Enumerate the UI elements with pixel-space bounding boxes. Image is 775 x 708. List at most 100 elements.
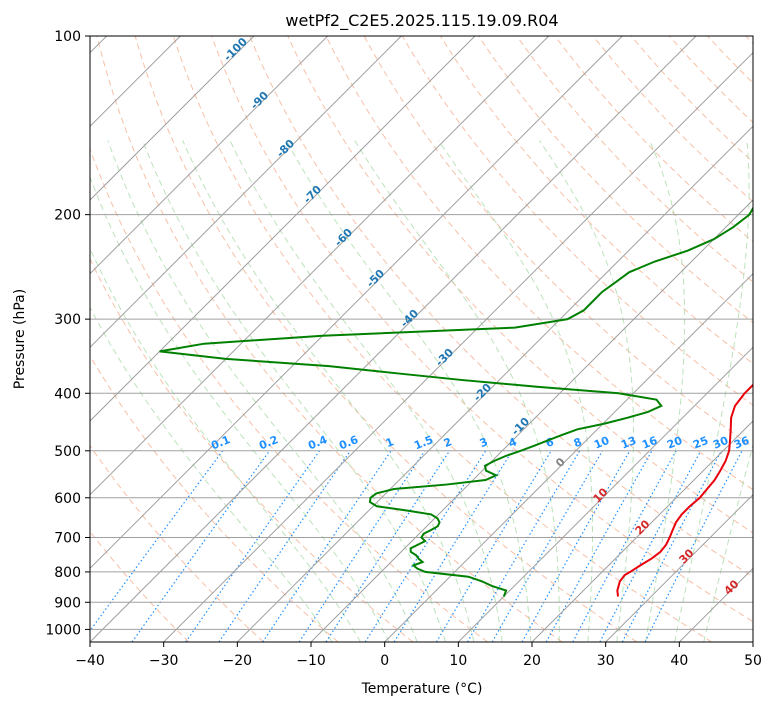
- x-tick-label: 20: [523, 653, 541, 669]
- x-axis-label: Temperature (°C): [361, 681, 483, 697]
- mixing-ratio-label: 0.1: [209, 433, 232, 452]
- mixing-ratio-label: 10: [592, 434, 611, 452]
- mixing-ratio-label: 2: [442, 435, 454, 450]
- dry-adiabat-line: [516, 36, 753, 283]
- moist-adiabat-line: [703, 442, 753, 642]
- mixing-ratio-label: 20: [665, 434, 684, 452]
- moist-adiabat-label: 20: [633, 517, 653, 537]
- isotherm-line: [90, 36, 476, 422]
- isotherm-line: [384, 272, 753, 642]
- x-tick-label: −20: [223, 653, 253, 669]
- moist-adiabat-label: 40: [722, 577, 742, 597]
- dry-adiabat-line: [90, 444, 264, 642]
- y-tick-label: 800: [54, 565, 81, 581]
- x-tick-label: 0: [380, 653, 389, 669]
- moist-adiabat-line: [645, 140, 686, 642]
- mixing-ratio-label: 8: [572, 435, 584, 450]
- moist-adiabat-line: [229, 140, 503, 642]
- x-axis-ticks: −40 −30 −20 −10 0 10 20 30 40 50: [75, 642, 762, 669]
- isotherm-line: [90, 36, 550, 496]
- mixing-ratio-line: [599, 450, 702, 642]
- mixing-ratio-line: [435, 450, 552, 642]
- moist-adiabat-label: 0: [553, 455, 568, 470]
- y-axis-label: Pressure (hPa): [12, 289, 28, 389]
- moist-adiabat-line: [90, 247, 361, 642]
- dry-adiabat-line: [325, 36, 753, 491]
- isotherm-line: [752, 641, 753, 642]
- mixing-ratio-line: [325, 450, 451, 642]
- dry-adiabat-label: -20: [471, 381, 494, 404]
- y-tick-label: 600: [54, 491, 81, 507]
- dry-adiabat-label: -50: [364, 267, 387, 290]
- isotherm-line: [90, 36, 329, 275]
- mixing-ratio-label: 0.2: [257, 433, 280, 452]
- mixing-ratio-line: [218, 450, 351, 642]
- mixing-ratio-label: 1.5: [412, 433, 435, 452]
- dewpoint-profile: [159, 206, 753, 597]
- y-axis-ticks: 100 200 300 400 500 600 700 800 900 1000: [45, 29, 90, 638]
- isotherm-line: [90, 36, 623, 570]
- x-tick-label: −30: [149, 653, 179, 669]
- dry-adiabat-line: [134, 36, 638, 642]
- dry-adiabat-line: [90, 354, 339, 642]
- background-lines: [90, 36, 753, 642]
- x-tick-label: 30: [597, 653, 615, 669]
- y-tick-label: 700: [54, 531, 81, 547]
- moist-adiabat-line: [285, 140, 532, 642]
- mixing-ratio-label: 36: [732, 434, 751, 452]
- x-tick-label: 50: [744, 653, 762, 669]
- mixing-ratio-line: [90, 450, 224, 632]
- x-tick-label: 40: [670, 653, 688, 669]
- moist-adiabat-line: [90, 175, 390, 642]
- dry-adiabat-label: -70: [301, 183, 324, 206]
- mixing-ratio-label: 13: [619, 434, 638, 452]
- mixing-ratio-label: 30: [711, 434, 730, 452]
- moist-adiabat-line: [142, 140, 447, 642]
- dry-adiabat-line: [745, 36, 753, 45]
- isotherm-line: [605, 493, 753, 642]
- mixing-ratio-line: [262, 450, 392, 642]
- y-tick-label: 900: [54, 595, 81, 611]
- dry-adiabat-label: -90: [248, 89, 271, 112]
- mixing-ratio-line: [298, 450, 426, 642]
- moist-adiabat-line: [182, 140, 475, 642]
- x-tick-label: 10: [449, 653, 467, 669]
- mixing-ratio-label: 1: [384, 435, 396, 450]
- moist-adiabat-line: [107, 140, 418, 642]
- dry-adiabat-line: [554, 36, 753, 243]
- dry-adiabat-line: [172, 36, 712, 642]
- dry-adiabat-label: -60: [332, 226, 355, 249]
- y-tick-label: 200: [54, 208, 81, 224]
- y-tick-label: 300: [54, 312, 81, 328]
- mixing-ratio-label: 0.4: [306, 433, 329, 452]
- x-tick-label: −10: [296, 653, 326, 669]
- mixing-ratio-line: [545, 450, 653, 642]
- dry-adiabat-label: -80: [274, 137, 297, 160]
- isotherm-line: [163, 51, 753, 642]
- isotherm-line: [531, 420, 753, 642]
- dry-adiabat-line: [211, 36, 753, 623]
- mixing-ratio-line: [572, 450, 677, 642]
- y-tick-label: 500: [54, 444, 81, 460]
- mixing-ratio-label: 3: [478, 435, 490, 450]
- chart-title: wetPf2_C2E5.2025.115.19.09.R04: [285, 11, 558, 31]
- dry-adiabat-line: [90, 530, 190, 642]
- dry-adiabat-line: [90, 257, 414, 642]
- mixing-ratio-line: [644, 450, 743, 642]
- mixing-ratio-line: [131, 450, 271, 642]
- mixing-ratio-label: 0.6: [337, 433, 360, 452]
- dry-adiabat-label: -30: [433, 346, 456, 369]
- mixing-ratio-line: [185, 450, 321, 642]
- isotherm-line: [90, 36, 255, 201]
- dry-adiabat-label: -100: [221, 35, 250, 64]
- dry-adiabat-label: -10: [509, 415, 532, 438]
- sounding-profiles: [159, 206, 753, 597]
- moist-adiabat-label: 10: [591, 485, 611, 505]
- isotherm-line: [90, 36, 697, 642]
- mixing-ratio-line: [364, 450, 487, 642]
- mixing-ratio-label: 16: [640, 434, 659, 452]
- mixing-ratio-label: 25: [691, 434, 710, 452]
- isotherm-line: [310, 199, 753, 642]
- plot-frame: [89, 35, 754, 643]
- x-tick-label: −40: [75, 653, 105, 669]
